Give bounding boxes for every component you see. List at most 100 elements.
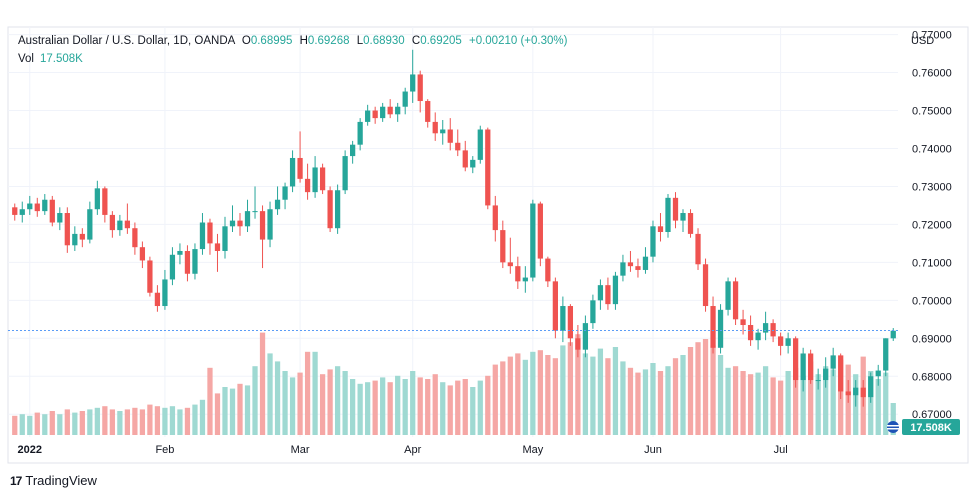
volume-bar [199,399,206,435]
candle-body [229,220,236,227]
volume-bar [139,409,146,435]
candle-body [162,279,168,307]
tradingview-brand[interactable]: 17 TradingView [10,473,97,488]
candle-body [289,157,296,187]
volume-bar [762,366,769,435]
volume-bar [635,372,641,435]
volume-bar [455,380,461,435]
candle-body [102,188,108,215]
volume-bar [823,366,829,435]
candle-body [267,209,273,240]
volume-bar [304,351,311,435]
candle-body [357,121,363,145]
volume-bar [890,403,896,435]
time-tick-label: Jun [644,444,662,456]
candle-body [627,262,634,267]
volume-bar [27,415,33,435]
candle-body [530,203,536,278]
candle-body [402,91,408,107]
volume-bar [350,379,356,435]
volume-bar [417,377,423,435]
low-value: 0.68930 [363,35,405,47]
volume-bar [147,404,153,435]
volume-bar [34,412,40,435]
candle-body [64,213,70,246]
volume-bar [777,380,784,435]
volume-bar [267,353,273,435]
candle-body [57,213,63,223]
candle-body [522,277,528,282]
volume-bar [365,382,371,435]
candle-body [440,129,446,134]
volume-bar [515,353,521,435]
volume-bar [627,367,634,435]
candle-body [515,266,521,282]
volume-badge[interactable]: 17.508K [902,419,960,435]
candle-body [560,306,566,331]
volume-bar [567,342,574,435]
volume-bar [64,409,70,435]
price-tick-label: 0.75000 [912,106,952,118]
volume-label: Vol [18,53,34,65]
candle-body [432,121,438,134]
volume-bar [470,387,476,435]
candle-body [447,129,453,143]
candle-body [312,167,318,193]
candle-body [777,336,784,346]
volume-legend[interactable]: Vol 17.508K [18,53,83,65]
volume-bar [447,385,453,435]
candle-body [477,129,483,160]
candle-body [132,228,138,248]
volume-bar [274,361,281,435]
volume-bar [785,371,791,435]
candle-body [838,355,844,392]
volume-bar [883,372,889,435]
price-tick-label: 0.68000 [912,371,952,383]
volume-bar [725,367,731,435]
candle-body [27,203,33,210]
volume-bar [94,407,100,435]
flag-icon[interactable] [887,421,899,433]
candle-body [485,129,491,206]
candle-body [590,300,596,324]
volume-bar [282,371,288,435]
symbol-legend[interactable]: Australian Dollar / U.S. Dollar, 1D, OAN… [18,35,567,47]
candle-body [244,211,251,227]
candle-body [470,159,476,168]
candle-body [42,199,48,212]
brand-name: TradingView [25,473,97,488]
price-tick-label: 0.72000 [912,219,952,231]
volume-bar [868,371,874,435]
time-tick-label: Mar [291,444,310,456]
price-tick-label: 0.77000 [912,30,952,42]
volume-bar [440,382,446,435]
candle-body [387,106,393,115]
price-tick-label: 0.70000 [912,295,952,307]
volume-bar [214,393,221,435]
volume-bar [657,371,664,435]
price-axis: 0.77000 0.76000 0.75000 0.74000 0.73000 0.720… [912,30,952,422]
volume-bar [109,409,115,435]
candle-body [725,281,731,310]
volume-bar [755,372,761,435]
volume-bar [808,361,814,435]
volume-bar [590,356,596,435]
candle-body [177,250,183,255]
candle-body [575,338,581,350]
volume-bar [289,377,296,435]
volume-bar [222,387,228,435]
time-tick-label: Jul [774,444,788,456]
volume-bar [605,358,611,435]
candle-body [620,262,626,276]
time-tick-label: Apr [404,444,421,456]
candle-body [184,250,191,274]
volume-bar [259,332,266,435]
volume-bar [402,379,408,435]
candle-body [327,190,333,229]
price-tick-label: 0.73000 [912,181,952,193]
low-label: L [356,35,364,47]
close-label: C [411,35,421,47]
candle-body [252,211,258,213]
volume-bar [410,371,416,435]
volume-bar [462,379,468,435]
